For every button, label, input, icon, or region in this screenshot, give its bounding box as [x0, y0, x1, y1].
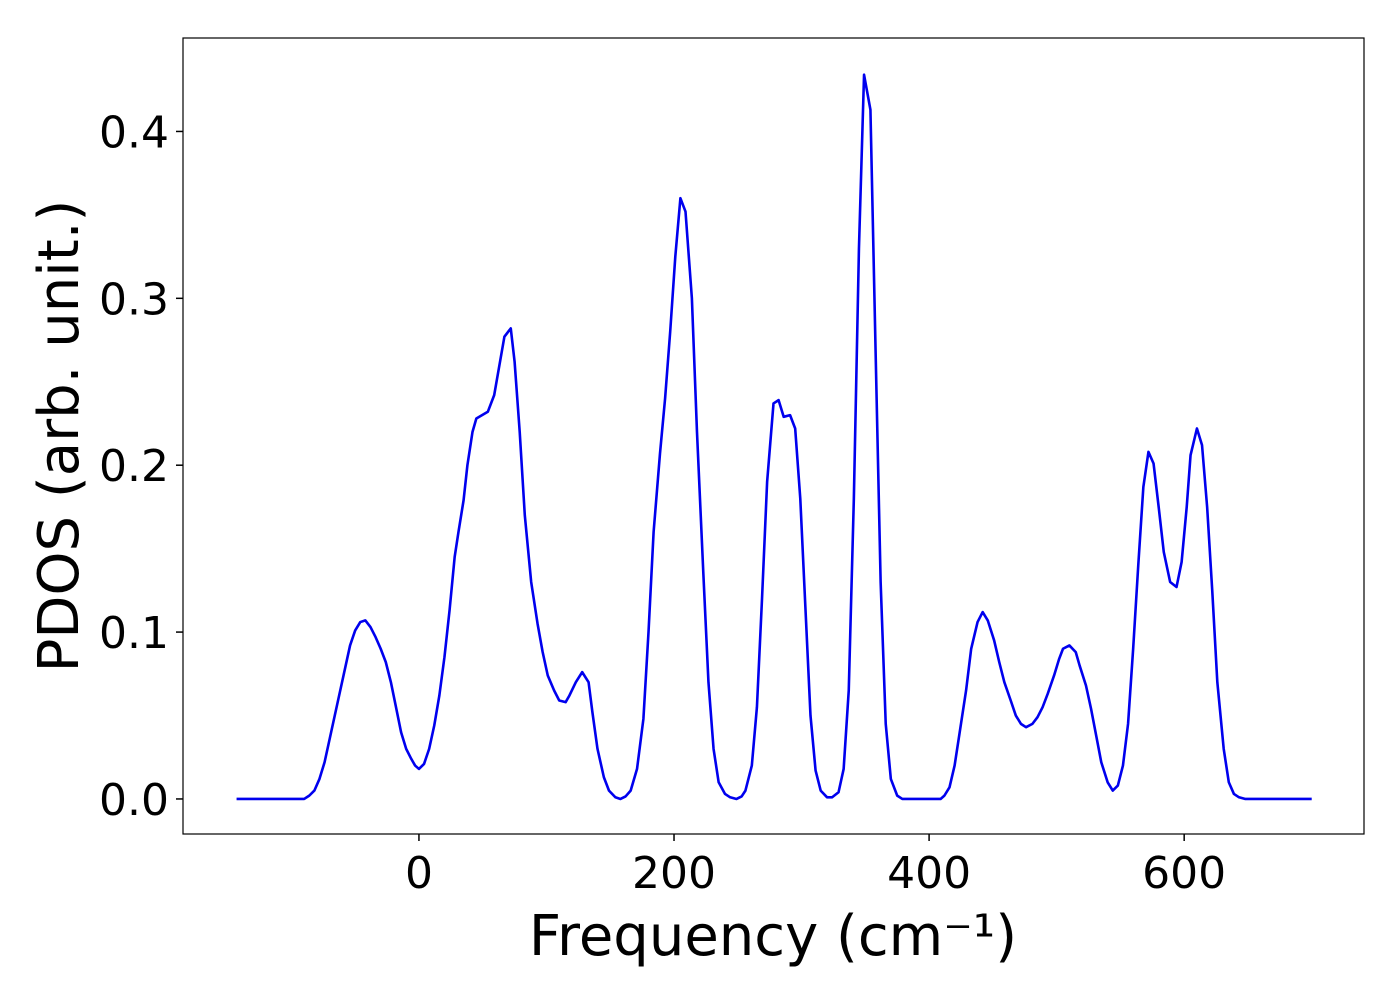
- y-tick-label: 0.0: [99, 775, 169, 826]
- x-tick-label: 200: [632, 848, 716, 899]
- y-tick-label: 0.1: [99, 608, 169, 659]
- x-tick-label: 600: [1142, 848, 1226, 899]
- x-tick-label: 0: [405, 848, 433, 899]
- line-series: [236, 73, 1312, 801]
- y-tick-label: 0.3: [99, 274, 169, 325]
- x-axis-label: Frequency (cm⁻¹): [529, 904, 1017, 969]
- y-axis-label: PDOS (arb. unit.): [27, 200, 92, 673]
- y-tick-label: 0.2: [99, 441, 169, 492]
- x-tick-label: 400: [887, 848, 971, 899]
- y-tick-label: 0.4: [99, 107, 169, 158]
- plot-frame: [182, 37, 1365, 835]
